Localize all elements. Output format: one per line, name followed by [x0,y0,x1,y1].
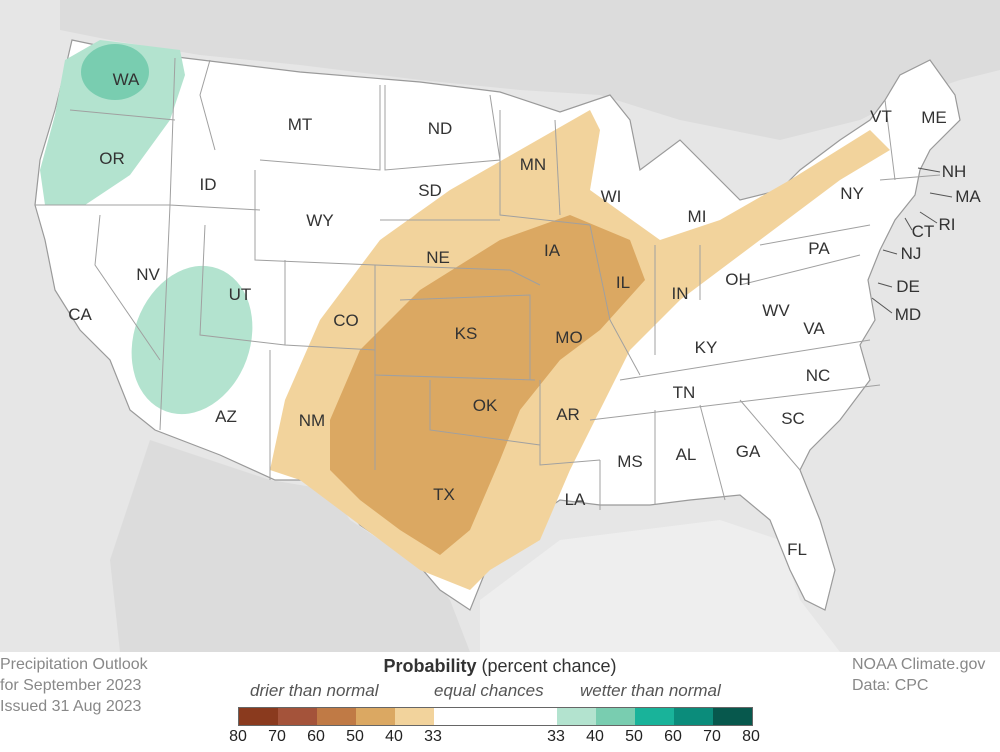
state-label-de: DE [896,277,920,296]
legend-swatch-wetter-0 [557,708,596,725]
legend-swatch-drier-1 [278,708,317,725]
legend-tick-8: 50 [625,728,643,745]
state-label-ca: CA [68,305,92,324]
issued-date: Issued 31 Aug 2023 [0,698,142,715]
legend-swatch-drier-0 [239,708,278,725]
legend-color-bar [238,707,753,726]
state-label-wi: WI [601,187,622,206]
state-label-wa: WA [113,70,140,89]
legend-title: Probability (percent chance) [240,656,760,677]
state-label-wy: WY [306,211,333,230]
state-label-va: VA [803,319,825,338]
state-label-co: CO [333,311,359,330]
state-label-mi: MI [688,207,707,226]
state-label-or: OR [99,149,125,168]
state-label-ia: IA [544,241,561,260]
legend-title-rest: (percent chance) [476,656,617,676]
state-label-ri: RI [939,215,956,234]
state-label-nj: NJ [901,244,922,263]
legend-title-bold: Probability [383,656,477,676]
legend-tick-10: 70 [703,728,721,745]
dry-region-40-50 [330,215,645,555]
state-label-tn: TN [673,383,696,402]
state-label-al: AL [676,445,697,464]
state-label-nh: NH [942,162,967,181]
state-label-mn: MN [520,155,546,174]
state-label-tx: TX [433,485,455,504]
legend-swatch-drier-4 [395,708,434,725]
state-label-ks: KS [455,324,478,343]
state-label-ut: UT [229,285,252,304]
legend-tick-9: 60 [664,728,682,745]
state-label-nm: NM [299,411,325,430]
credit-data: Data: CPC [852,677,929,694]
legend-swatch-wetter-2 [635,708,674,725]
state-label-in: IN [672,284,689,303]
outlook-title: Precipitation Outlook [0,656,148,673]
state-label-ar: AR [556,405,580,424]
state-label-az: AZ [215,407,237,426]
state-label-id: ID [200,175,217,194]
state-label-ky: KY [695,338,718,357]
legend-swatch-drier-3 [356,708,395,725]
legend-swatch-drier-2 [317,708,356,725]
state-label-ct: CT [912,222,935,241]
legend-tick-3: 50 [346,728,364,745]
state-label-nd: ND [428,119,453,138]
wet-region-northwest [40,40,185,205]
state-label-la: LA [565,490,586,509]
legend-tick-11: 80 [742,728,760,745]
state-label-me: ME [921,108,947,127]
legend-drier-label: drier than normal [250,681,379,700]
state-label-wv: WV [762,301,790,320]
wet-region-southwest [131,265,253,415]
credits-block: NOAA Climate.gov Data: CPC [852,654,1000,696]
us-map: WA OR CA ID NV MT WY UT AZ CO NM ND SD N… [0,0,1000,652]
state-label-oh: OH [725,270,751,289]
state-label-ms: MS [617,452,643,471]
state-label-ne: NE [426,248,450,267]
state-label-nc: NC [806,366,831,385]
legend-wetter-label: wetter than normal [580,681,721,700]
state-label-ny: NY [840,184,864,203]
legend-equal-label: equal chances [434,681,544,700]
wet-core-washington [81,44,149,100]
state-label-vt: VT [870,107,892,126]
legend-swatch-wetter-1 [596,708,635,725]
gulf-water [480,520,840,652]
legend-tick-4: 40 [385,728,403,745]
legend-swatch-equal [434,708,557,725]
state-label-nv: NV [136,265,160,284]
state-label-sc: SC [781,409,805,428]
legend-swatch-wetter-4 [713,708,752,725]
state-label-mt: MT [288,115,313,134]
state-label-ma: MA [955,187,981,206]
label-leader-lines [871,167,953,314]
state-labels: WA OR CA ID NV MT WY UT AZ CO NM ND SD N… [68,70,981,559]
mexico-land [110,440,470,652]
legend-tick-1: 70 [268,728,286,745]
legend-tick-7: 40 [586,728,604,745]
legend-tick-2: 60 [307,728,325,745]
legend-tick-0: 80 [229,728,247,745]
state-label-md: MD [895,305,921,324]
state-label-sd: SD [418,181,442,200]
state-label-ga: GA [736,442,761,461]
title-block: Precipitation Outlook for September 2023… [0,654,148,717]
state-label-ok: OK [473,396,498,415]
state-label-pa: PA [808,239,830,258]
state-label-mo: MO [555,328,582,347]
canada-land [60,0,1000,140]
credit-source: NOAA Climate.gov [852,656,986,673]
legend-swatch-wetter-3 [674,708,713,725]
legend-tick-6: 33 [547,728,565,745]
state-label-fl: FL [787,540,807,559]
outlook-period: for September 2023 [0,677,142,694]
state-borders [35,57,941,510]
state-label-il: IL [616,273,630,292]
legend-tick-5: 33 [424,728,442,745]
